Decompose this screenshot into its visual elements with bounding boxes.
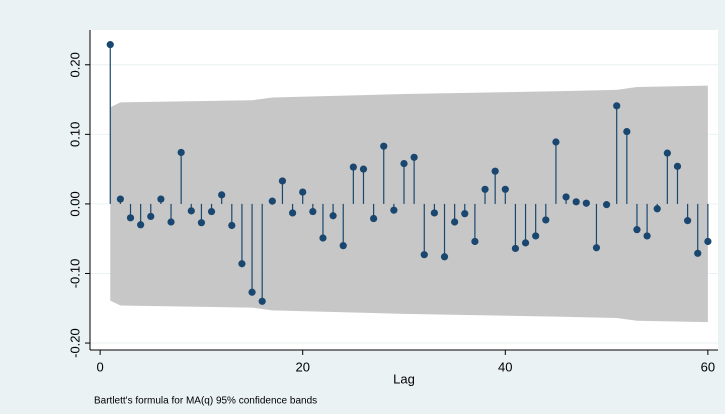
stem-marker [451, 218, 459, 226]
stem-marker [684, 217, 692, 225]
stem-marker [410, 153, 418, 161]
stem-marker [177, 148, 185, 157]
stem-marker [673, 162, 682, 170]
stem-marker [218, 191, 226, 199]
stem-marker [370, 214, 378, 223]
stem-marker [643, 232, 651, 240]
stem-marker [532, 232, 540, 240]
stem-marker [501, 185, 509, 193]
confidence-band [110, 85, 708, 323]
stem-marker [299, 188, 307, 196]
y-tick-label: 0.20 [67, 52, 82, 77]
stem-marker [167, 218, 175, 226]
stem-marker [623, 127, 631, 136]
stem-marker [694, 249, 702, 257]
x-axis-label: Lag [393, 371, 415, 386]
stem-marker [248, 288, 256, 296]
stem-marker [704, 237, 712, 246]
stem-marker [562, 193, 570, 201]
stem-marker [613, 102, 621, 110]
stem-marker [440, 253, 449, 261]
stem-marker [268, 197, 276, 205]
stem-marker [602, 201, 611, 209]
stem-marker [461, 210, 469, 218]
stem-marker [137, 221, 145, 229]
stem-marker [511, 244, 520, 253]
stem-marker [471, 237, 479, 246]
stem-marker [187, 207, 195, 215]
stem-marker [278, 177, 287, 185]
stem-marker [572, 198, 580, 206]
x-tick-label: 0 [97, 359, 104, 374]
stem-marker [542, 216, 550, 224]
stem-marker [319, 234, 327, 242]
stem-marker [491, 167, 499, 175]
stem-marker [329, 212, 337, 220]
stem-marker [238, 260, 246, 268]
stem-marker [481, 185, 489, 193]
x-tick-label: 60 [701, 359, 715, 374]
y-tick-label: -0.20 [67, 328, 82, 358]
y-tick-label: -0.10 [67, 259, 82, 289]
stem-marker [430, 209, 438, 217]
x-tick-label: 40 [498, 359, 512, 374]
stem-marker [400, 159, 408, 168]
stem-marker [228, 221, 236, 230]
stem-marker [258, 297, 266, 305]
y-tick-label: 0.00 [67, 191, 82, 216]
stem-marker [552, 138, 560, 146]
stem-marker [197, 219, 206, 227]
stem-marker [592, 244, 601, 252]
x-tick-label: 20 [295, 359, 309, 374]
stem-marker [339, 242, 347, 250]
stem-marker [126, 214, 135, 222]
stem-marker [157, 195, 165, 203]
stem-marker [207, 207, 216, 216]
stem-marker [309, 207, 317, 216]
stem-marker [359, 165, 368, 173]
stem-marker [349, 163, 357, 171]
stem-marker [390, 206, 398, 214]
stem-marker [653, 205, 661, 213]
note: Bartlett's formula for MA(q) 95% confide… [94, 396, 317, 407]
stem-marker [633, 226, 641, 234]
stem-marker [288, 209, 297, 217]
stem-marker [380, 142, 388, 150]
stem-marker [521, 239, 530, 247]
stem-marker [663, 149, 671, 157]
stem-marker [116, 195, 124, 203]
stem-marker [147, 212, 155, 221]
stem-marker [106, 41, 114, 49]
y-tick-label: 0.10 [67, 122, 82, 147]
stem-marker [420, 251, 428, 259]
stem-marker [582, 199, 590, 207]
